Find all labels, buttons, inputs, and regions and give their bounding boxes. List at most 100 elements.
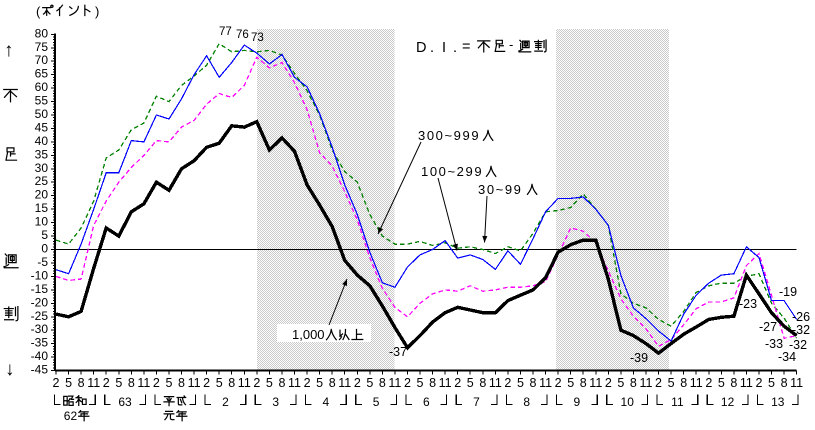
- svg-text:-32: -32: [792, 323, 810, 337]
- svg-text:62: 62: [64, 409, 78, 423]
- svg-text:.: .: [453, 40, 457, 56]
- svg-text:-45: -45: [31, 363, 49, 377]
- svg-text:-32: -32: [789, 338, 807, 352]
- svg-text:5: 5: [517, 376, 524, 390]
- svg-text:2: 2: [404, 376, 411, 390]
- svg-text:11: 11: [539, 376, 552, 390]
- svg-text:11: 11: [640, 376, 653, 390]
- svg-text:5: 5: [366, 376, 373, 390]
- svg-text:11: 11: [188, 376, 201, 390]
- svg-text:5: 5: [768, 376, 775, 390]
- svg-text:11: 11: [690, 376, 703, 390]
- svg-text:-19: -19: [779, 285, 797, 299]
- svg-text:15: 15: [35, 201, 49, 215]
- svg-text:2: 2: [705, 376, 712, 390]
- svg-text:11: 11: [338, 376, 351, 390]
- svg-text:-30: -30: [31, 322, 49, 336]
- svg-text:2: 2: [354, 376, 361, 390]
- svg-text:2: 2: [253, 376, 260, 390]
- svg-text:30~99: 30~99: [478, 182, 523, 197]
- svg-text:8: 8: [781, 376, 788, 390]
- svg-text:11: 11: [489, 376, 502, 390]
- svg-text:12: 12: [721, 395, 735, 409]
- svg-text:↓: ↓: [5, 359, 15, 380]
- svg-text:80: 80: [35, 26, 49, 40]
- svg-text:2: 2: [203, 376, 210, 390]
- svg-text:2: 2: [555, 376, 562, 390]
- svg-text:11: 11: [388, 376, 401, 390]
- svg-text:5: 5: [668, 376, 675, 390]
- svg-text:11: 11: [589, 376, 602, 390]
- svg-text:75: 75: [35, 40, 49, 54]
- svg-text:13: 13: [771, 395, 785, 409]
- svg-text:77: 77: [219, 26, 232, 38]
- svg-text:60: 60: [35, 80, 49, 94]
- svg-text:-39: -39: [630, 351, 648, 365]
- svg-text:8: 8: [429, 376, 436, 390]
- svg-text:10: 10: [35, 215, 49, 229]
- svg-text:8: 8: [680, 376, 687, 390]
- svg-text:2: 2: [103, 376, 110, 390]
- svg-text:=: =: [462, 39, 470, 55]
- svg-text:70: 70: [35, 53, 49, 67]
- svg-text:8: 8: [479, 376, 486, 390]
- svg-text:5: 5: [718, 376, 725, 390]
- svg-text:0: 0: [41, 242, 48, 256]
- svg-text:2: 2: [153, 376, 160, 390]
- svg-text:11: 11: [137, 376, 150, 390]
- svg-text:-35: -35: [31, 336, 49, 350]
- svg-text:25: 25: [35, 174, 49, 188]
- svg-text:65: 65: [35, 67, 49, 81]
- svg-text:30: 30: [35, 161, 49, 175]
- svg-text:): ): [95, 4, 99, 19]
- svg-text:5: 5: [467, 376, 474, 390]
- svg-text:5: 5: [41, 228, 48, 242]
- svg-text:5: 5: [166, 376, 173, 390]
- svg-text:5: 5: [567, 376, 574, 390]
- svg-text:-37: -37: [389, 345, 407, 359]
- svg-text:8: 8: [580, 376, 587, 390]
- svg-text:5: 5: [266, 376, 273, 390]
- svg-text:(: (: [36, 4, 41, 19]
- svg-text:45: 45: [35, 120, 49, 134]
- svg-text:8: 8: [530, 376, 537, 390]
- svg-text:63: 63: [118, 395, 132, 409]
- svg-text:8: 8: [379, 376, 386, 390]
- svg-text:-27: -27: [759, 320, 777, 334]
- svg-text:5: 5: [216, 376, 223, 390]
- svg-text:55: 55: [35, 94, 49, 108]
- svg-text:5: 5: [373, 395, 380, 409]
- svg-text:-33: -33: [765, 337, 783, 351]
- svg-text:11: 11: [238, 376, 251, 390]
- svg-text:2: 2: [605, 376, 612, 390]
- svg-text:2: 2: [454, 376, 461, 390]
- svg-text:10: 10: [621, 395, 635, 409]
- svg-text:2: 2: [304, 376, 311, 390]
- svg-text:5: 5: [417, 376, 424, 390]
- svg-text:11: 11: [439, 376, 452, 390]
- svg-text:8: 8: [128, 376, 135, 390]
- svg-text:2: 2: [655, 376, 662, 390]
- svg-text:100~299: 100~299: [421, 164, 483, 179]
- svg-text:8: 8: [228, 376, 235, 390]
- svg-text:-20: -20: [31, 295, 49, 309]
- svg-text:I: I: [442, 40, 446, 56]
- svg-text:-23: -23: [739, 297, 757, 311]
- svg-text:2: 2: [53, 376, 60, 390]
- svg-text:11: 11: [740, 376, 753, 390]
- svg-text:11: 11: [671, 395, 684, 409]
- svg-text:35: 35: [35, 147, 49, 161]
- svg-text:76: 76: [236, 29, 249, 41]
- svg-text:11: 11: [288, 376, 301, 390]
- svg-text:5: 5: [316, 376, 323, 390]
- svg-text:2: 2: [504, 376, 511, 390]
- svg-text:-40: -40: [31, 349, 49, 363]
- svg-text:40: 40: [35, 134, 49, 148]
- svg-text:5: 5: [65, 376, 72, 390]
- svg-text:8: 8: [730, 376, 737, 390]
- svg-text:D: D: [416, 40, 426, 56]
- svg-text:11: 11: [790, 376, 803, 390]
- svg-text:-26: -26: [792, 310, 810, 324]
- svg-text:20: 20: [35, 188, 49, 202]
- svg-text:-: -: [509, 37, 513, 52]
